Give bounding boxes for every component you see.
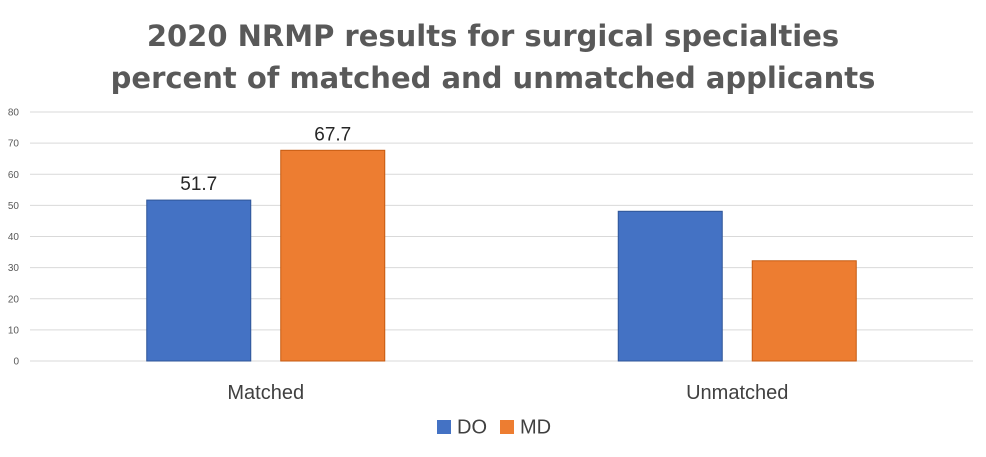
bar-md-matched: [280, 149, 386, 362]
y-tick-label: 80: [8, 108, 20, 119]
data-label: 51.7: [180, 174, 217, 195]
bar-md-unmatched: [751, 260, 857, 362]
chart-title-line-1: 2020 NRMP results for surgical specialti…: [147, 19, 839, 53]
y-tick-label: 20: [8, 294, 20, 305]
y-tick-label: 60: [8, 170, 20, 181]
y-tick-label: 70: [8, 139, 20, 150]
y-tick-label: 30: [8, 263, 20, 274]
legend: DO MD: [437, 417, 551, 439]
bars: [146, 149, 857, 362]
bar-do-matched: [146, 199, 252, 362]
data-label: 67.7: [314, 124, 351, 145]
legend-swatch-do: [437, 420, 451, 434]
legend-label-md: MD: [520, 417, 551, 439]
legend-label-do: DO: [457, 417, 487, 439]
y-axis-tick-labels: 0 10 20 30 40 50 60 70 80: [8, 108, 20, 368]
data-labels: 51.7 67.7: [180, 124, 351, 195]
category-label-matched: Matched: [227, 382, 304, 404]
x-axis-category-labels: Matched Unmatched: [227, 382, 788, 404]
y-tick-label: 0: [13, 357, 19, 368]
bar-do-unmatched: [617, 210, 723, 362]
y-tick-label: 10: [8, 325, 20, 336]
y-tick-label: 40: [8, 232, 20, 243]
legend-swatch-md: [500, 420, 514, 434]
chart-title-line-2: percent of matched and unmatched applica…: [111, 61, 876, 95]
category-label-unmatched: Unmatched: [686, 382, 788, 404]
y-tick-label: 50: [8, 201, 20, 212]
